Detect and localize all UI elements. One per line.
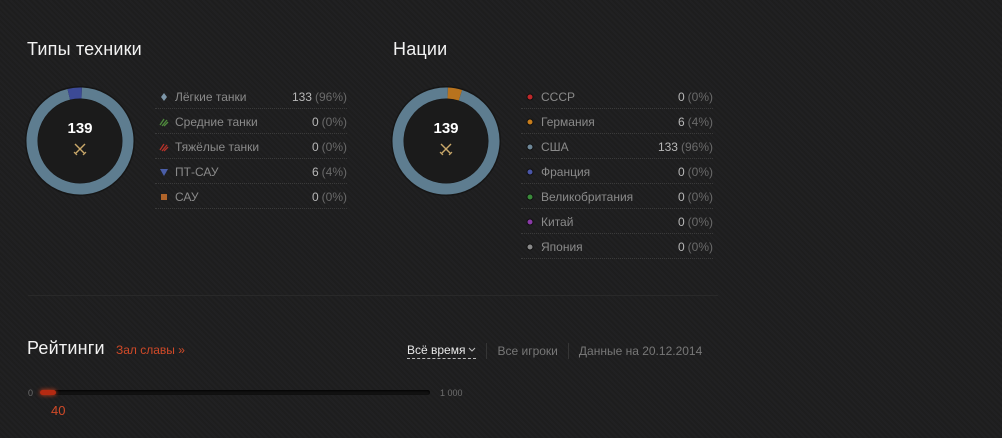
china-dot-icon: [525, 217, 535, 227]
rating-progress-fill: [40, 390, 56, 395]
stat-count: 0: [677, 189, 685, 204]
nations-donut-hole: [404, 99, 488, 183]
stat-count: 133: [657, 139, 678, 154]
stat-label: Тяжёлые танки: [175, 139, 260, 154]
stat-label: Франция: [541, 164, 591, 179]
france-dot-icon: [525, 167, 535, 177]
stat-percent: (0%): [687, 189, 713, 204]
vehicle-types-donut-chart: [25, 86, 135, 196]
stat-percent: (4%): [321, 164, 347, 179]
spg-icon: [159, 192, 169, 202]
period-dropdown[interactable]: Всё время: [407, 343, 477, 359]
vehicle-types-title: Типы техники: [27, 39, 142, 59]
stat-count: 0: [677, 214, 685, 229]
stat-row: ПТ-САУ 6 (4%): [155, 159, 347, 184]
crossed-swords-icon: [439, 143, 453, 156]
stat-percent: (4%): [687, 114, 713, 129]
chevron-down-icon: [469, 347, 476, 352]
stat-count: 0: [311, 139, 319, 154]
stat-row: Германия 6 (4%): [521, 109, 713, 134]
usa-dot-icon: [525, 142, 535, 152]
nations-title: Нации: [393, 39, 448, 59]
vehicle-types-slice-4: [67, 87, 82, 100]
ratings-title: Рейтинги: [27, 338, 105, 358]
uk-dot-icon: [525, 192, 535, 202]
stat-row: Китай 0 (0%): [521, 209, 713, 234]
rating-progress-track: [40, 390, 430, 395]
data-date: Данные на 20.12.2014: [578, 344, 703, 358]
stat-percent: (0%): [687, 164, 713, 179]
vehicle-types-total: 139: [67, 120, 93, 137]
stat-label: Средние танки: [175, 114, 258, 129]
stat-count: 133: [291, 89, 312, 104]
stat-percent: (0%): [687, 214, 713, 229]
nations-slice-3: [392, 87, 500, 195]
nations-list: СССР 0 (0%) Германия 6 (4%) США 133 (96%) Франция…: [521, 84, 713, 259]
japan-dot-icon: [525, 242, 535, 252]
stat-row: САУ 0 (0%): [155, 184, 347, 209]
stat-row: Тяжёлые танки 0 (0%): [155, 134, 347, 159]
vehicle-types-list: Лёгкие танки 133 (96%) Средние танки 0 (0%) Тя…: [155, 84, 347, 209]
rating-value: 40: [51, 403, 66, 418]
stat-row: Франция 0 (0%): [521, 159, 713, 184]
hall-of-fame-link[interactable]: Зал славы »: [116, 343, 185, 357]
stat-row: СССР 0 (0%): [521, 84, 713, 109]
stat-label: СССР: [541, 89, 576, 104]
stat-count: 0: [677, 89, 685, 104]
stat-label: ПТ-САУ: [175, 164, 219, 179]
stat-count: 0: [311, 114, 319, 129]
tank-destroyer-icon: [159, 167, 169, 177]
stat-label: САУ: [175, 189, 199, 204]
nations-donut-chart: [391, 86, 501, 196]
stat-count: 6: [311, 164, 319, 179]
stat-count: 0: [677, 164, 685, 179]
medium-tank-icon: [159, 117, 169, 127]
rating-axis-min: 0: [28, 388, 34, 398]
filter-separator: [486, 343, 488, 359]
stat-percent: (0%): [321, 114, 347, 129]
stat-count: 0: [311, 189, 319, 204]
stat-percent: (0%): [321, 189, 347, 204]
rating-axis-max: 1 000: [440, 388, 463, 398]
stat-percent: (96%): [680, 139, 713, 154]
vehicle-types-slice-1: [26, 87, 134, 195]
nations-donut: 139: [390, 85, 502, 197]
stat-row: Великобритания 0 (0%): [521, 184, 713, 209]
stat-row: США 133 (96%): [521, 134, 713, 159]
ratings-filters: Всё время Все игроки Данные на 20.12.201…: [407, 343, 702, 359]
players-filter[interactable]: Все игроки: [497, 344, 558, 358]
crossed-swords-icon: [73, 143, 87, 156]
stat-count: 6: [677, 114, 685, 129]
stat-percent: (0%): [687, 89, 713, 104]
section-divider: [28, 295, 718, 296]
stat-percent: (0%): [321, 139, 347, 154]
stat-row: Средние танки 0 (0%): [155, 109, 347, 134]
filter-separator: [567, 343, 569, 359]
stat-percent: (96%): [314, 89, 347, 104]
ussr-dot-icon: [525, 92, 535, 102]
heavy-tank-icon: [159, 142, 169, 152]
stat-row: Япония 0 (0%): [521, 234, 713, 259]
nations-slice-2: [447, 87, 463, 101]
stat-label: Лёгкие танки: [175, 89, 247, 104]
stat-label: Великобритания: [541, 189, 634, 204]
vehicle-types-donut: 139: [24, 85, 136, 197]
stat-label: Германия: [541, 114, 595, 129]
stat-row: Лёгкие танки 133 (96%): [155, 84, 347, 109]
vehicle-types-donut-hole: [38, 99, 122, 183]
stat-label: США: [541, 139, 569, 154]
nations-total: 139: [433, 120, 459, 137]
stat-count: 0: [677, 239, 685, 254]
stat-label: Япония: [541, 239, 583, 254]
germany-dot-icon: [525, 117, 535, 127]
period-dropdown-label: Всё время: [407, 343, 466, 357]
stat-percent: (0%): [687, 239, 713, 254]
stat-label: Китай: [541, 214, 574, 229]
light-tank-icon: [159, 92, 169, 102]
